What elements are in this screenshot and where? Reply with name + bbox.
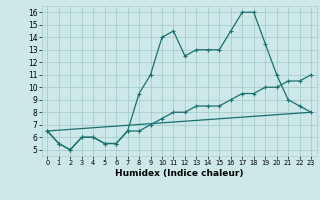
X-axis label: Humidex (Indice chaleur): Humidex (Indice chaleur) xyxy=(115,169,244,178)
